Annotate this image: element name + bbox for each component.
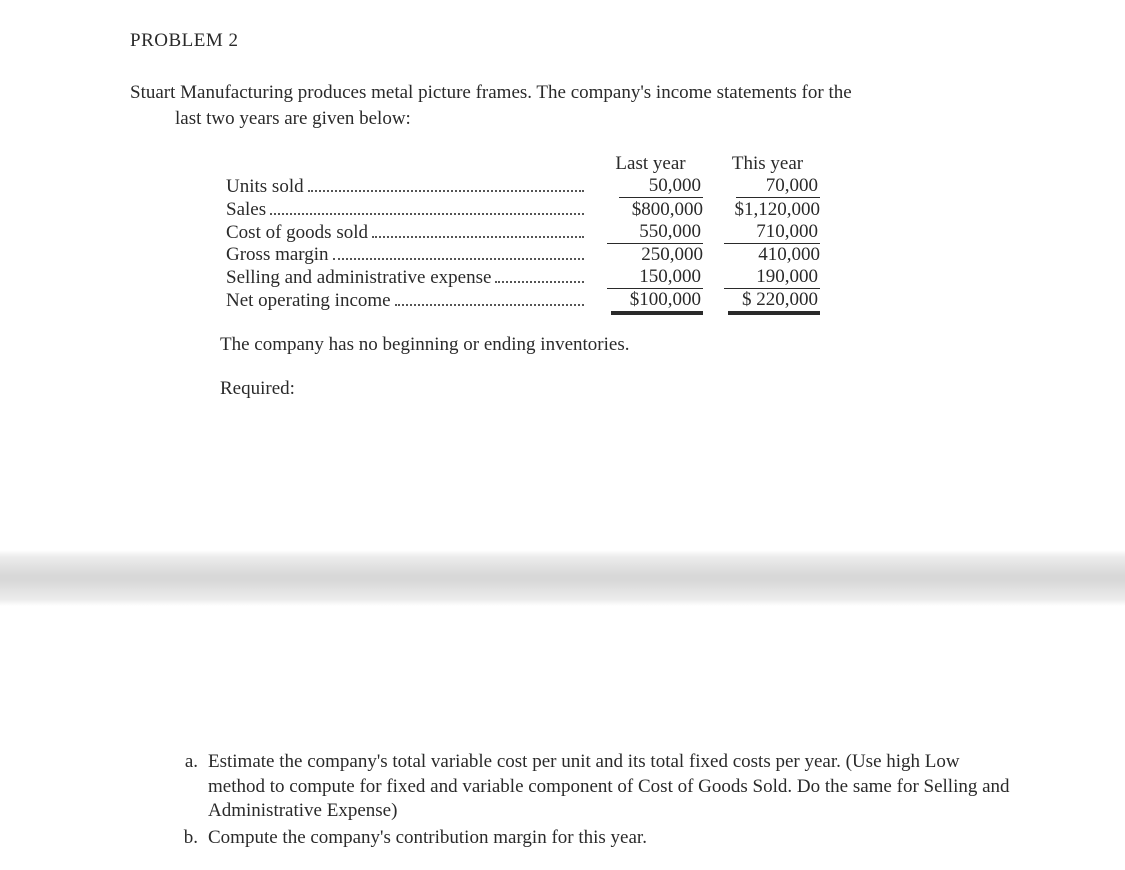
- cell-value: 410,000: [758, 244, 820, 265]
- col-header-last-year: Last year: [592, 153, 709, 175]
- cell-value: 550,000: [607, 221, 703, 244]
- cell-value: $100,000: [611, 289, 703, 312]
- question-text: Compute the company's contribution margi…: [208, 826, 1020, 851]
- row-label: Gross margin: [226, 244, 331, 266]
- inventory-note: The company has no beginning or ending i…: [220, 334, 1075, 356]
- intro-line1: Stuart Manufacturing produces metal pict…: [130, 82, 852, 103]
- table-row: Gross margin 250,000 410,000: [220, 244, 826, 266]
- cell-value: $800,000: [632, 199, 703, 220]
- leader-dots: [495, 267, 584, 283]
- question-text: Estimate the company's total variable co…: [208, 750, 1020, 824]
- row-label: Cost of goods sold: [226, 222, 370, 244]
- cell-value: 710,000: [724, 221, 820, 244]
- problem-title: PROBLEM 2: [130, 30, 1075, 52]
- row-label: Sales: [226, 199, 268, 221]
- table-row: Sales $800,000 $1,120,000: [220, 198, 826, 220]
- question-b: b. Compute the company's contribution ma…: [170, 826, 1020, 851]
- leader-dots: [308, 176, 584, 192]
- cell-value: $1,120,000: [735, 199, 821, 220]
- table-header-row: Last year This year: [220, 153, 826, 175]
- required-label: Required:: [220, 378, 1075, 400]
- col-header-this-year: This year: [709, 153, 826, 175]
- question-marker: a.: [170, 750, 208, 775]
- table-row: Units sold 50,000 70,000: [220, 175, 826, 198]
- intro-text: Stuart Manufacturing produces metal pict…: [130, 80, 1075, 131]
- intro-line2: last two years are given below:: [130, 106, 1075, 132]
- table-row: Net operating income $100,000 $ 220,000: [220, 289, 826, 312]
- row-label: Units sold: [226, 176, 306, 198]
- question-a: a. Estimate the company's total variable…: [170, 750, 1020, 824]
- cell-value: 70,000: [736, 175, 820, 198]
- row-label: Selling and administrative expense: [226, 267, 493, 289]
- cell-value: 250,000: [641, 244, 703, 265]
- row-label: Net operating income: [226, 290, 393, 312]
- cell-value: 50,000: [619, 175, 703, 198]
- questions-block: a. Estimate the company's total variable…: [170, 750, 1020, 853]
- cell-value: 150,000: [607, 266, 703, 289]
- table-row: Cost of goods sold 550,000 710,000: [220, 221, 826, 244]
- leader-dots: [395, 290, 584, 306]
- leader-dots: [333, 244, 584, 260]
- page-fold-band: [0, 550, 1125, 606]
- cell-value: 190,000: [724, 266, 820, 289]
- table-row: Selling and administrative expense 150,0…: [220, 266, 826, 289]
- income-statement-table: Last year This year Units sold 50,000 70…: [220, 153, 1075, 312]
- leader-dots: [270, 198, 584, 214]
- leader-dots: [372, 221, 584, 237]
- cell-value: $ 220,000: [728, 289, 820, 312]
- question-marker: b.: [170, 826, 208, 851]
